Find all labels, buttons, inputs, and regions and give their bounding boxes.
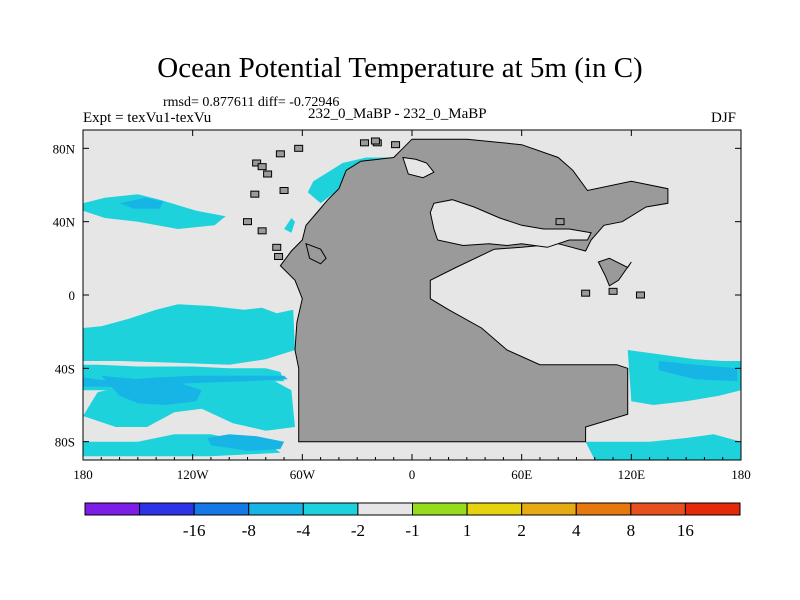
small-island-12 [370, 137, 380, 145]
colorbar-swatch-3 [248, 502, 304, 516]
small-island-16 [608, 287, 618, 295]
colorbar-layer: -16 -8 -4 -2 -1 1 2 4 8 16 [84, 502, 741, 540]
experiment-label: Expt = texVu1-texVu [83, 110, 212, 126]
colorbar-swatch-5 [357, 502, 413, 516]
lon-tick-label: 60W [290, 467, 316, 482]
anomaly-region-4 [83, 194, 226, 229]
small-island-14 [391, 141, 401, 149]
lon-tick-label: 180 [731, 467, 751, 482]
colorbar-label: 4 [572, 521, 581, 540]
colorbar-label: -2 [351, 521, 365, 540]
colorbar-swatch-9 [575, 502, 632, 516]
season-label: DJF [711, 110, 737, 126]
small-island-3 [257, 163, 267, 171]
lon-tick-label: 180 [73, 467, 93, 482]
anomaly-region-8 [585, 434, 741, 460]
colorbar-label: -4 [296, 521, 311, 540]
lat-tick-label: 40S [55, 361, 75, 376]
land-island-1 [305, 242, 327, 265]
anomaly-region-13 [658, 361, 738, 382]
small-island-18 [555, 218, 565, 226]
colorbar-swatch-1 [139, 502, 195, 516]
small-island-6 [243, 218, 252, 226]
colorbar-swatch-4 [302, 502, 359, 516]
small-island-4 [263, 170, 273, 178]
lon-tick-label: 120W [177, 467, 210, 482]
small-island-9 [272, 243, 282, 251]
anomaly-region-11 [207, 434, 285, 451]
colorbar-label: 8 [627, 521, 636, 540]
colorbar-swatch-2 [193, 502, 250, 516]
colorbar-label: -16 [183, 521, 206, 540]
chart-title: Ocean Potential Temperature at 5m (in C) [157, 52, 643, 84]
inland-sea-1 [402, 156, 435, 179]
small-island-17 [635, 291, 645, 299]
small-island-0 [294, 144, 304, 152]
small-island-1 [275, 150, 285, 158]
anomaly-region-6 [284, 218, 295, 233]
anomaly-region-7 [627, 350, 741, 405]
anomaly-region-10 [101, 375, 202, 405]
small-island-15 [581, 289, 591, 297]
axes-layer: 180 120W 60W 0 60E 120E 180 80N 40N 0 40S 80S [53, 129, 751, 482]
colorbar-swatch-11 [684, 502, 741, 516]
lat-tick-label: 80N [53, 141, 76, 156]
small-island-8 [279, 187, 289, 194]
small-island-7 [257, 227, 267, 235]
land-island-0 [597, 257, 632, 287]
colorbar-swatch-8 [521, 502, 577, 516]
colorbar-label: -1 [405, 521, 419, 540]
colorbar-label: -8 [242, 521, 256, 540]
small-island-5 [250, 190, 260, 198]
colorbar-label: 2 [517, 521, 526, 540]
small-island-2 [252, 159, 262, 167]
anomaly-region-2 [83, 304, 295, 365]
colorbar-swatch-10 [630, 502, 686, 516]
inland-sea-0 [429, 199, 592, 248]
landmass [279, 138, 669, 443]
colorbar-swatch-6 [412, 502, 468, 516]
map-layer [83, 130, 741, 460]
lat-tick-label: 40N [53, 215, 76, 230]
lat-tick-label: 0 [69, 288, 76, 303]
case-label: 232_0_MaBP - 232_0_MaBP [308, 106, 487, 122]
small-island-13 [359, 139, 369, 147]
colorbar-swatch-7 [466, 502, 523, 516]
lat-tick-label: 80S [55, 435, 75, 450]
lon-tick-label: 120E [618, 467, 646, 482]
small-island-10 [274, 253, 284, 260]
stats-label: rmsd= 0.877611 diff= -0.72946 [163, 95, 340, 110]
lon-tick-label: 0 [409, 467, 416, 482]
colorbar-label: 16 [677, 521, 694, 540]
lon-tick-label: 60E [511, 467, 532, 482]
anomaly-region-12 [119, 197, 164, 209]
colorbar-label: 1 [463, 521, 472, 540]
colorbar-swatch-0 [84, 502, 141, 516]
